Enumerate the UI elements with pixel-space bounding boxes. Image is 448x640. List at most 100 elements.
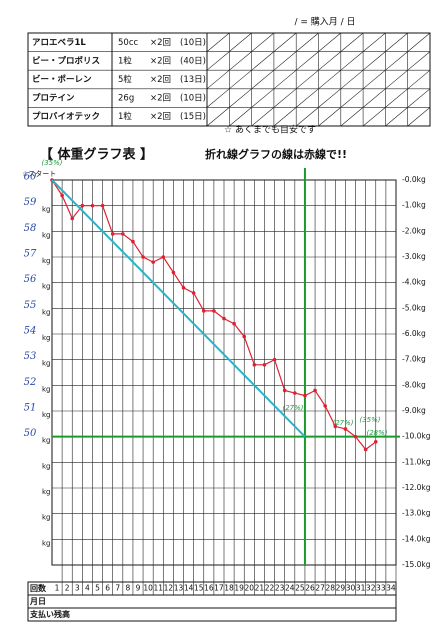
cell-diagonal (296, 107, 319, 127)
point (161, 255, 166, 259)
cell-diagonal (206, 51, 230, 71)
cell-diagonal (318, 107, 341, 127)
series-line (51, 179, 306, 438)
table-cell: (10日) (180, 94, 206, 104)
y-tick-label: 56 (24, 274, 37, 285)
point (60, 193, 64, 198)
footer-row (27, 607, 397, 622)
annotation: (28%) (366, 429, 387, 437)
purchase-note: / = 購入月 / 日 (294, 16, 355, 28)
cell-diagonal (318, 51, 341, 71)
y-unit: kg (42, 462, 51, 470)
x-tick-label: 34 (386, 584, 396, 593)
x-tick-label: 26 (305, 584, 315, 593)
cell-diagonal (229, 69, 252, 90)
point (90, 203, 95, 208)
point (313, 388, 317, 393)
table-cell: 50cc (118, 38, 138, 48)
table-cell: ×2回 (150, 94, 171, 104)
table-cell: (10日) (180, 38, 206, 48)
y2-tick-label: -6.0kg (402, 329, 426, 338)
table-cell: ×2回 (150, 38, 171, 48)
y2-tick-label: -5.0kg (402, 303, 426, 312)
y2-tick-label: -15.0kg (402, 560, 431, 569)
x-tick-label: 31 (356, 584, 366, 593)
x-tick-label: 33 (376, 584, 386, 593)
cell-diagonal (385, 107, 408, 127)
point (212, 309, 216, 313)
table-cell: 26g (118, 94, 134, 104)
annotation: (27%) (282, 404, 303, 412)
y-tick-label: 53 (24, 351, 37, 362)
y2-tick-label: -11.0kg (402, 457, 431, 466)
annotation: (35%) (41, 159, 62, 167)
cell-diagonal (206, 107, 230, 127)
point (293, 391, 297, 395)
y2-tick-label: -12.0kg (402, 483, 431, 492)
cell-diagonal (206, 88, 230, 108)
cell-diagonal (385, 32, 408, 52)
point (363, 447, 368, 452)
point (353, 434, 358, 439)
y-unit: kg (42, 360, 51, 368)
point (272, 357, 277, 362)
x-tick-label: 20 (245, 584, 255, 593)
y2-tick-label: -13.0kg (402, 509, 431, 518)
y-tick-label: 52 (24, 377, 37, 388)
point (201, 309, 206, 313)
x-tick-label: 13 (174, 584, 184, 593)
table-cell: 5粒 (118, 74, 132, 85)
cell-diagonal (273, 51, 297, 71)
y-unit: kg (42, 257, 51, 265)
y-unit: kg (42, 231, 51, 239)
point (343, 427, 348, 431)
y-unit: kg (42, 206, 51, 214)
x-tick-label: 21 (255, 584, 265, 593)
x-tick-label: 30 (346, 584, 356, 593)
cell-diagonal (385, 51, 408, 71)
table-cell: ×2回 (150, 56, 171, 66)
cell-diagonal (229, 51, 252, 71)
y-tick-label: 50 (24, 428, 37, 439)
x-tick-label: 9 (136, 584, 141, 593)
cell-diagonal (340, 51, 364, 71)
y2-tick-label: -9.0kg (402, 406, 426, 415)
y-tick-label: 55 (24, 300, 37, 311)
point (262, 363, 267, 367)
table-cell: (40日) (180, 56, 206, 66)
cell-diagonal (296, 51, 319, 71)
point (131, 239, 135, 244)
cell-diagonal (407, 107, 431, 127)
annotation: (35%) (359, 416, 380, 424)
table-cell: ビー・ポーレン (32, 74, 92, 85)
y2-tick-label: -10.0kg (402, 432, 431, 441)
y-unit: kg (42, 539, 51, 547)
y-tick-label: 54 (24, 326, 37, 337)
x-tick-label: 7 (115, 584, 120, 593)
footer-row-label: 月日 (29, 597, 46, 606)
note: ☆ あくまでも目安です (224, 124, 316, 136)
y2-tick-label: -0.0kg (402, 175, 426, 184)
x-tick-label: 17 (214, 584, 224, 593)
x-tick-label: 19 (234, 584, 244, 593)
table-cell: アロエベラ1L (32, 38, 86, 48)
cell-diagonal (273, 32, 297, 52)
x-tick-label: 25 (295, 584, 305, 593)
point (110, 232, 115, 236)
point (282, 388, 287, 393)
cell-diagonal (362, 32, 386, 52)
point (242, 334, 247, 339)
cell-diagonal (251, 107, 275, 127)
cell-diagonal (362, 107, 386, 127)
cell-diagonal (407, 88, 431, 108)
x-tick-label: 11 (153, 584, 163, 593)
footer-row-label: 支払い残高 (29, 609, 70, 619)
point (141, 255, 145, 259)
table-cell: 1粒 (118, 111, 132, 122)
cell-diagonal (206, 69, 230, 90)
chart-subtitle: 折れ線グラフの線は赤線で!! (205, 147, 347, 161)
table-cell: ×2回 (150, 75, 171, 85)
y-unit: kg (42, 308, 51, 316)
x-tick-label: 15 (194, 584, 204, 593)
point (80, 203, 85, 208)
